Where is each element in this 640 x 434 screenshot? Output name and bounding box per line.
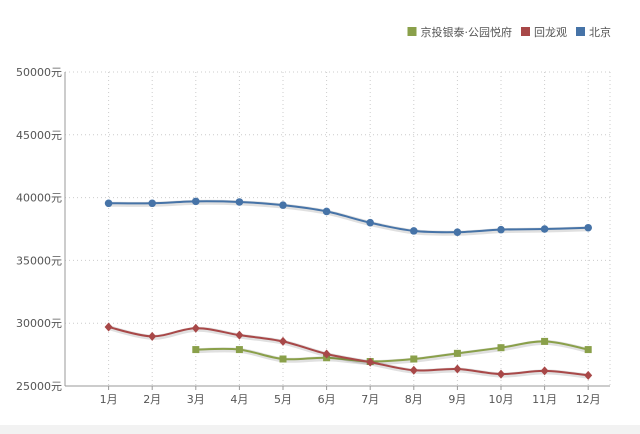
data-point-marker [148,199,156,208]
x-tick-label: 8月 [405,393,423,406]
series-line [108,200,589,234]
legend-swatch [576,27,585,36]
data-point-marker [409,365,418,375]
x-tick-label: 5月 [274,393,292,406]
legend-swatch [407,27,417,36]
x-tick-label: 4月 [230,393,248,406]
x-tick-label: 6月 [318,393,336,406]
data-point-marker [540,366,549,376]
bottom-bar [0,425,640,434]
data-point-marker [279,201,287,209]
data-point-marker [541,337,549,345]
data-point-marker [322,349,331,359]
data-point-marker [366,218,375,227]
data-point-marker [453,228,462,236]
y-tick-label: 50000元 [16,66,62,79]
legend-label: 京投银泰·公园悦府 [421,25,513,39]
data-point-marker [104,199,113,208]
y-tick-label: 40000元 [16,192,62,205]
legend-label: 回龙观 [534,26,567,39]
y-tick-label: 30000元 [16,317,62,330]
series-layer [104,197,593,380]
y-tick-label: 35000元 [16,254,62,267]
data-point-marker [235,198,244,206]
data-point-marker [279,355,287,363]
data-point-marker [540,225,549,233]
data-point-marker [453,364,462,374]
y-tick-label: 25000元 [16,380,62,393]
data-point-marker [192,197,200,206]
x-tick-label: 7月 [361,393,379,406]
series-line-shadow [109,325,590,379]
data-point-marker [279,336,287,346]
data-point-marker [366,357,375,367]
x-tick-label: 11月 [532,393,557,406]
data-point-marker [453,349,461,357]
series-line [195,340,589,363]
y-tick-label: 45000元 [16,129,62,142]
data-point-marker [104,322,113,332]
x-tick-label: 1月 [100,393,118,406]
data-point-marker [584,346,592,354]
data-point-marker [322,207,331,216]
data-point-marker [584,223,592,232]
data-point-marker [148,331,157,341]
data-point-marker [235,330,244,340]
legend: 北京 回龙观 京投银泰·公园悦府 [407,25,611,39]
x-tick-label: 2月 [143,393,161,406]
legend-swatch [521,27,530,36]
x-tick-label: 12月 [576,393,601,406]
grid-layer [65,71,611,386]
x-tick-label: 3月 [187,393,205,406]
legend-label: 北京 [589,25,611,39]
axes-layer: 25000元 30000元 35000元 40000元 45000元 50000元 1月 2月… [16,66,610,406]
x-tick-label: 10月 [489,393,514,406]
data-point-marker [410,227,418,235]
data-point-marker [410,355,418,363]
data-point-marker [497,225,505,234]
data-point-marker [191,323,200,333]
data-point-marker [497,344,505,352]
data-point-marker [497,369,505,379]
data-point-marker [235,346,243,354]
data-point-marker [584,370,593,380]
x-tick-label: 9月 [448,393,466,406]
data-point-marker [192,346,200,354]
